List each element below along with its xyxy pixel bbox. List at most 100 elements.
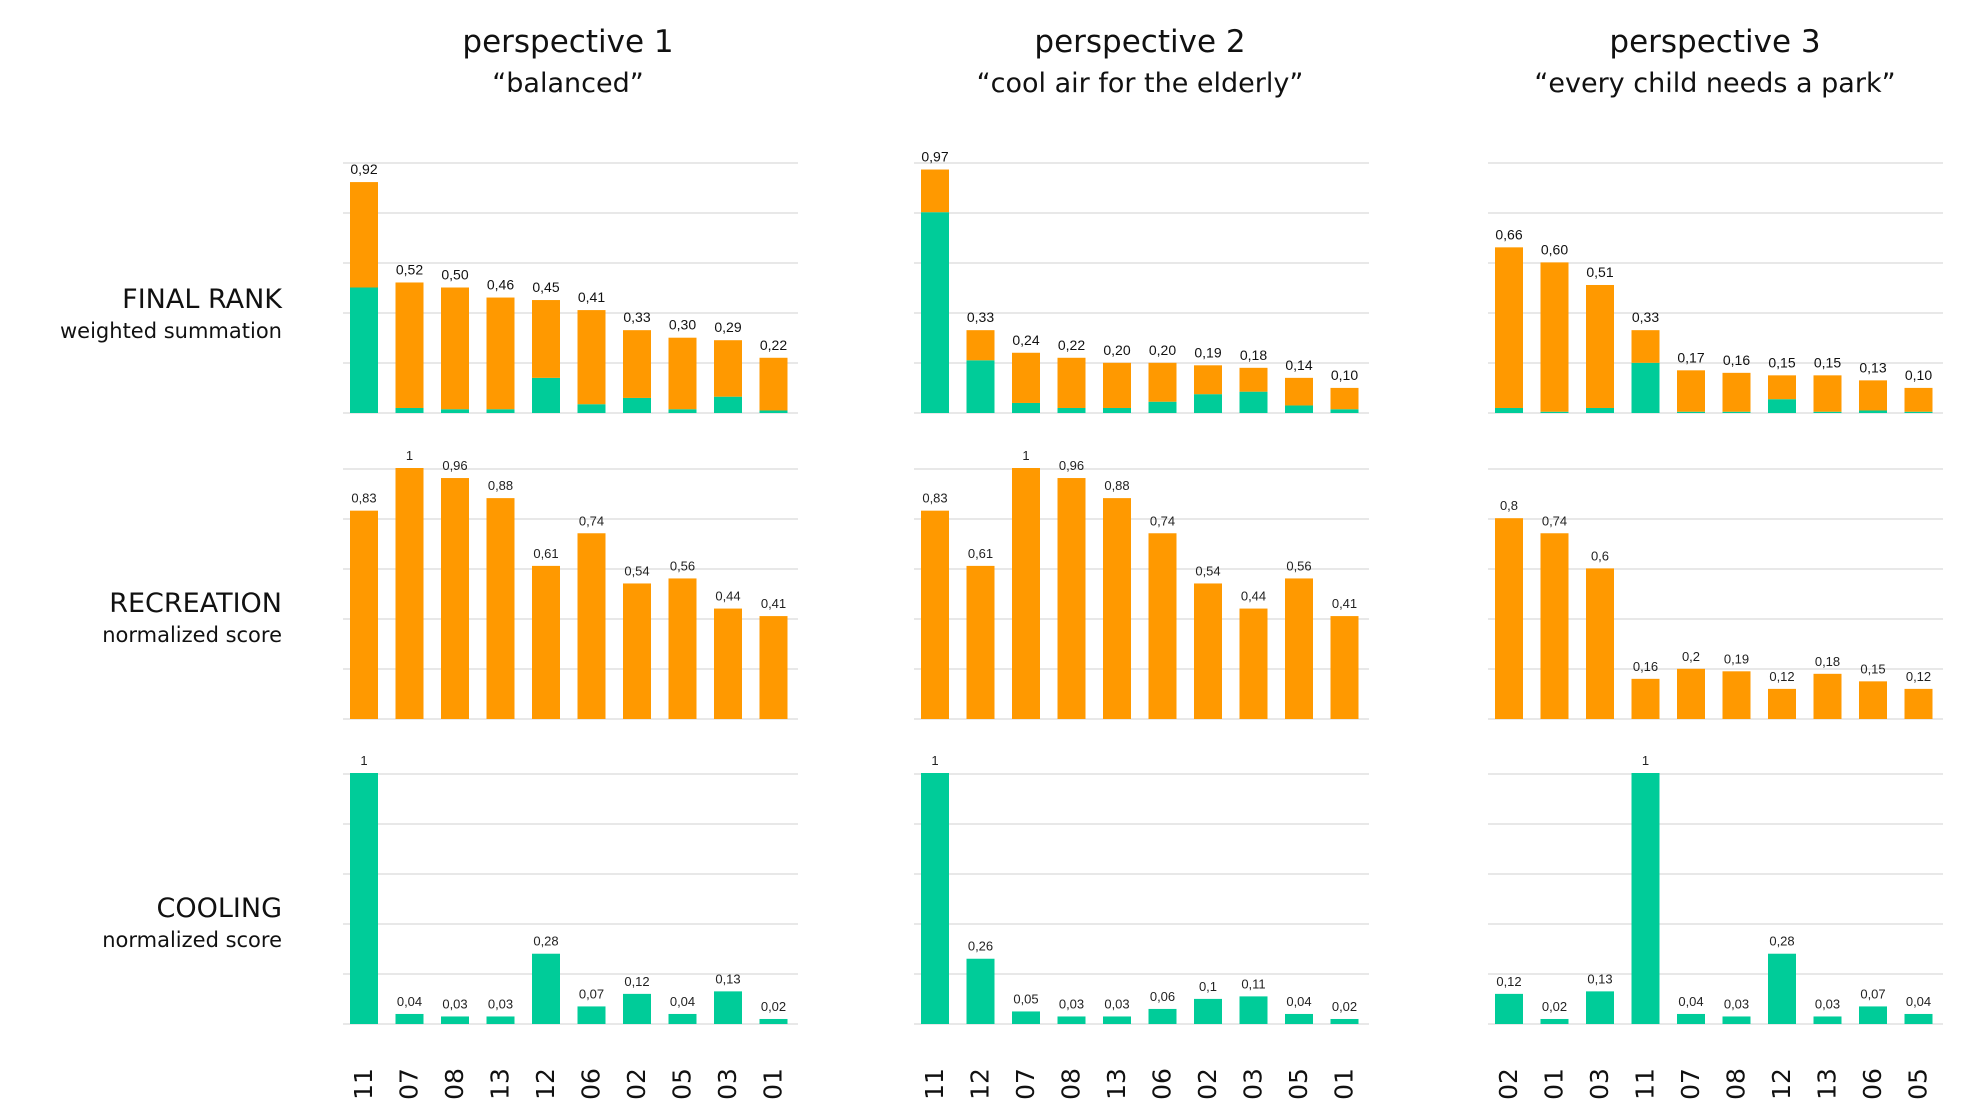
- data-label: 1: [1642, 753, 1649, 768]
- data-label: 0,17: [1677, 349, 1704, 365]
- bar-final-rank-05-recreation: [668, 337, 697, 410]
- bar-final-rank-08-recreation: [1057, 357, 1086, 408]
- bar-final-rank-03-cooling: [1586, 407, 1614, 413]
- data-label: 0,41: [578, 289, 605, 305]
- bar-recreation-01: [1540, 533, 1569, 719]
- bar-cooling-08: [1722, 1016, 1751, 1024]
- data-label: 0,13: [1859, 359, 1886, 375]
- data-label: 0,46: [487, 277, 514, 293]
- category-label: 01: [1540, 1068, 1569, 1100]
- row-final-rank-subtitle: weighted summation: [60, 319, 282, 343]
- category-label: 01: [759, 1068, 788, 1100]
- bar-recreation-12: [1768, 688, 1796, 719]
- data-label: 0,03: [1104, 996, 1129, 1011]
- bar-cooling-12: [1768, 953, 1796, 1024]
- category-label: 05: [1904, 1068, 1933, 1100]
- bar-recreation-11: [1631, 678, 1660, 719]
- data-label: 0,11: [1241, 976, 1265, 991]
- bar-cooling-03: [1586, 991, 1614, 1024]
- panel-p3-cooling: 0,12 0,02 0,13 1 0,04 0,03 0,28 0,03 0,07 0,04: [1488, 753, 1943, 1025]
- bar-final-rank-01-cooling: [759, 410, 788, 413]
- bar-recreation-05: [1285, 578, 1313, 719]
- bar-recreation-08: [1722, 671, 1751, 719]
- bar-cooling-07: [395, 1013, 424, 1024]
- bar-final-rank-01-recreation: [1540, 262, 1569, 412]
- category-label: 08: [1057, 1068, 1086, 1100]
- data-label: 0,33: [967, 309, 994, 325]
- bar-final-rank-12-cooling: [1768, 399, 1796, 413]
- panel-p1-recreation: 0,83 1 0,96 0,88 0,61 0,74 0,54 0,56 0,44 0,41: [343, 448, 798, 720]
- data-label: 0,19: [1194, 344, 1221, 360]
- data-label: 0,10: [1905, 367, 1932, 383]
- data-label: 0,96: [1059, 458, 1084, 473]
- bar-cooling-01: [1330, 1018, 1359, 1024]
- bar-final-rank-13-cooling: [1813, 411, 1842, 413]
- bar-final-rank-08-cooling: [441, 409, 469, 413]
- data-label: 0,15: [1768, 354, 1795, 370]
- bar-recreation-07: [395, 468, 424, 719]
- category-label: 06: [1148, 1068, 1177, 1100]
- bar-final-rank-02-recreation: [1194, 365, 1222, 395]
- bar-cooling-03: [1239, 996, 1268, 1024]
- data-label: 0,28: [1769, 934, 1794, 949]
- data-label: 0,83: [922, 491, 947, 506]
- bar-final-rank-06-cooling: [577, 404, 606, 413]
- bar-final-rank-08-recreation: [1722, 372, 1751, 412]
- category-label: 03: [1585, 1068, 1614, 1100]
- perspective-1-title: perspective 1: [462, 24, 673, 60]
- chart-panels: 0,92 0,52 0,50 0,46 0,45 0,41 0,33 0,30 0,29 0,22…: [343, 149, 1943, 1025]
- bar-recreation-12: [966, 565, 995, 719]
- bar-final-rank-12-cooling: [966, 360, 995, 413]
- data-label: 0,03: [488, 996, 513, 1011]
- bar-final-rank-11-recreation: [350, 182, 378, 288]
- bar-final-rank-05-cooling: [668, 409, 697, 413]
- bar-cooling-11: [1631, 773, 1660, 1024]
- bar-final-rank-01-recreation: [759, 357, 788, 411]
- panel-p1-cooling: 1 0,04 0,03 0,03 0,28 0,07 0,12 0,04 0,13 0,02: [343, 753, 798, 1025]
- bar-final-rank-08-recreation: [441, 287, 469, 410]
- data-label: 0,97: [921, 149, 948, 165]
- bar-final-rank-12-recreation: [1768, 375, 1796, 400]
- data-label: 0,12: [1496, 974, 1521, 989]
- data-label: 0,50: [441, 267, 468, 283]
- bar-cooling-03: [714, 991, 742, 1024]
- data-label: 0,18: [1815, 654, 1840, 669]
- data-label: 0,56: [670, 558, 695, 573]
- bar-final-rank-11-cooling: [350, 287, 378, 413]
- bar-final-rank-05-cooling: [1285, 405, 1313, 413]
- data-label: 0,56: [1286, 558, 1311, 573]
- bar-cooling-06: [1859, 1006, 1887, 1024]
- data-label: 0,88: [1104, 478, 1129, 493]
- data-label: 0,44: [715, 589, 740, 604]
- bar-recreation-11: [350, 510, 378, 719]
- data-label: 0,44: [1241, 589, 1266, 604]
- data-label: 0,30: [669, 317, 696, 333]
- bar-final-rank-12-recreation: [966, 330, 995, 361]
- row-cooling-subtitle: normalized score: [102, 928, 282, 952]
- category-label: 05: [668, 1068, 697, 1100]
- data-label: 0,06: [1150, 989, 1175, 1004]
- category-label: 11: [1631, 1068, 1660, 1100]
- bar-final-rank-06-recreation: [1148, 362, 1177, 402]
- row-recreation-subtitle: normalized score: [102, 623, 282, 647]
- panel-p3-final-rank: 0,66 0,60 0,51 0,33 0,17 0,16 0,15 0,15 0,13 0,10: [1488, 162, 1943, 414]
- data-label: 1: [1022, 448, 1029, 463]
- bar-recreation-03: [1586, 568, 1614, 719]
- data-label: 0,15: [1814, 354, 1841, 370]
- bar-recreation-12: [532, 565, 560, 719]
- data-label: 0,03: [1724, 996, 1749, 1011]
- bar-cooling-13: [1103, 1016, 1131, 1024]
- bar-final-rank-02-recreation: [623, 330, 651, 398]
- data-label: 0,83: [351, 491, 376, 506]
- bar-recreation-02: [1495, 518, 1523, 719]
- category-label: 07: [1011, 1068, 1040, 1100]
- bar-recreation-08: [441, 478, 469, 719]
- data-label: 0,04: [1906, 994, 1931, 1009]
- bar-final-rank-11-cooling: [1631, 362, 1660, 413]
- data-label: 0,33: [623, 309, 650, 325]
- perspective-3-subtitle: “every child needs a park”: [1534, 68, 1895, 99]
- bar-final-rank-01-recreation: [1330, 387, 1359, 410]
- data-label: 0,12: [1906, 669, 1931, 684]
- data-label: 0,88: [488, 478, 513, 493]
- data-label: 0,02: [1332, 999, 1357, 1014]
